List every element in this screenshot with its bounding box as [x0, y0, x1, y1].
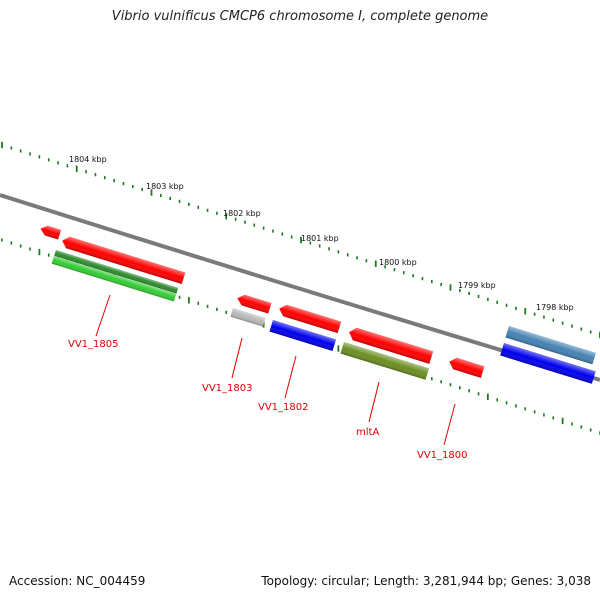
leader-vv1-1800 [443, 403, 456, 446]
feat-red-5[interactable] [347, 326, 434, 364]
leader-vv1-1803 [231, 337, 243, 379]
outer-scale-ticks [1, 141, 600, 339]
feat-blue-1[interactable] [269, 320, 337, 351]
leader-mlta [368, 381, 380, 423]
scale-label-1803: 1803 kbp [146, 182, 184, 191]
feat-red-2[interactable] [60, 235, 186, 285]
gene-label-vv1-1803[interactable]: VV1_1803 [202, 383, 253, 394]
scale-label-1800: 1800 kbp [379, 258, 417, 267]
gene-label-vv1-1800[interactable]: VV1_1800 [417, 450, 468, 461]
feat-green-1[interactable] [54, 250, 179, 294]
feat-blue-2[interactable] [500, 343, 596, 384]
feat-red-1[interactable] [39, 224, 62, 240]
gene-label-vv1-1802[interactable]: VV1_1802 [258, 402, 309, 413]
leader-vv1-1805 [95, 294, 111, 337]
feat-olive-1[interactable] [340, 342, 430, 380]
map-title: Vibrio vulnificus CMCP6 chromosome I, co… [111, 9, 489, 24]
scale-label-1804: 1804 kbp [69, 155, 107, 164]
accession-text: Accession: NC_004459 [9, 574, 146, 588]
feat-red-4[interactable] [277, 303, 342, 334]
scale-label-1801: 1801 kbp [301, 234, 339, 243]
feat-steelblue-1[interactable] [505, 326, 596, 365]
feat-gray-1[interactable] [230, 308, 266, 327]
feat-green-2[interactable] [51, 255, 177, 302]
scale-label-1802: 1802 kbp [223, 209, 261, 218]
topology-text: Topology: circular; Length: 3,281,944 bp… [261, 574, 591, 588]
scale-label-1798: 1798 kbp [536, 303, 574, 312]
leader-vv1-1802 [284, 355, 297, 399]
feat-red-6[interactable] [447, 356, 485, 378]
scale-label-1799: 1799 kbp [458, 281, 496, 290]
gene-label-mlta[interactable]: mltA [356, 427, 379, 438]
gene-label-vv1-1805[interactable]: VV1_1805 [68, 339, 119, 350]
feat-red-3[interactable] [236, 293, 272, 314]
